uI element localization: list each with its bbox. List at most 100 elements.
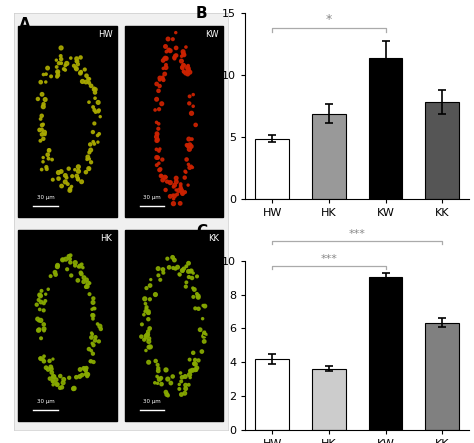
Point — [68, 173, 76, 180]
Point — [145, 308, 152, 315]
Point — [184, 143, 191, 150]
Point — [145, 310, 153, 317]
Point — [155, 365, 162, 372]
Point — [186, 371, 193, 378]
Point — [146, 282, 154, 289]
Point — [91, 120, 98, 127]
Point — [36, 292, 44, 299]
Point — [184, 62, 192, 69]
Point — [87, 358, 95, 365]
Point — [153, 119, 160, 126]
Point — [144, 309, 152, 316]
Point — [36, 306, 44, 313]
Point — [90, 86, 98, 93]
Point — [188, 136, 196, 143]
Point — [171, 54, 178, 61]
Point — [165, 264, 173, 271]
Point — [141, 308, 149, 315]
Point — [82, 284, 90, 291]
Text: 30 μm: 30 μm — [36, 195, 55, 200]
Bar — [255, 359, 289, 430]
Point — [187, 367, 195, 374]
Point — [182, 373, 189, 380]
Point — [67, 54, 74, 62]
Bar — [255, 139, 289, 199]
Point — [159, 176, 166, 183]
Point — [182, 43, 190, 51]
Point — [39, 356, 47, 363]
Point — [86, 280, 93, 287]
Point — [78, 261, 85, 268]
Point — [47, 73, 55, 80]
Point — [146, 343, 154, 350]
Point — [56, 373, 64, 380]
Point — [157, 172, 165, 179]
Text: 30 μm: 30 μm — [36, 399, 55, 404]
Point — [72, 259, 79, 266]
Point — [43, 166, 51, 173]
Point — [170, 264, 177, 272]
Point — [78, 270, 85, 277]
Point — [145, 338, 153, 345]
Point — [42, 70, 50, 78]
Point — [180, 62, 187, 69]
Point — [37, 355, 45, 362]
Point — [166, 47, 174, 54]
Point — [190, 270, 197, 277]
Point — [142, 300, 149, 307]
Point — [73, 373, 80, 381]
Point — [44, 151, 52, 158]
Point — [181, 174, 189, 181]
Point — [171, 192, 178, 199]
Point — [49, 377, 56, 385]
Point — [64, 266, 71, 273]
Point — [73, 58, 80, 65]
Point — [178, 187, 185, 194]
Point — [163, 178, 171, 185]
Point — [181, 390, 189, 397]
Point — [178, 64, 186, 71]
Point — [34, 95, 42, 102]
Point — [58, 183, 65, 190]
Point — [163, 391, 171, 398]
Text: ***: *** — [349, 229, 365, 239]
Point — [38, 121, 46, 128]
Point — [200, 332, 208, 339]
Point — [39, 135, 47, 142]
Point — [90, 295, 97, 302]
Point — [57, 60, 65, 67]
Point — [89, 311, 96, 319]
Point — [86, 141, 94, 148]
Point — [171, 182, 179, 189]
Point — [59, 256, 67, 263]
Point — [184, 70, 191, 78]
Point — [163, 48, 170, 55]
Point — [56, 385, 64, 392]
Point — [86, 291, 93, 298]
Point — [77, 54, 84, 61]
Point — [83, 283, 91, 290]
Point — [92, 334, 100, 341]
Point — [140, 311, 148, 318]
Point — [57, 55, 65, 62]
Point — [40, 327, 48, 334]
Point — [171, 256, 178, 264]
Point — [89, 104, 97, 111]
Point — [49, 176, 56, 183]
Point — [154, 380, 161, 387]
Point — [156, 82, 164, 89]
Point — [62, 62, 69, 69]
Point — [36, 291, 44, 299]
Point — [83, 156, 91, 163]
Point — [187, 163, 195, 170]
Point — [155, 376, 163, 383]
Point — [38, 288, 46, 295]
Point — [91, 95, 99, 102]
Point — [180, 51, 187, 58]
Point — [185, 100, 193, 107]
Point — [85, 79, 93, 86]
Point — [65, 165, 73, 172]
Point — [49, 356, 57, 363]
Point — [39, 154, 47, 161]
Point — [184, 182, 192, 189]
